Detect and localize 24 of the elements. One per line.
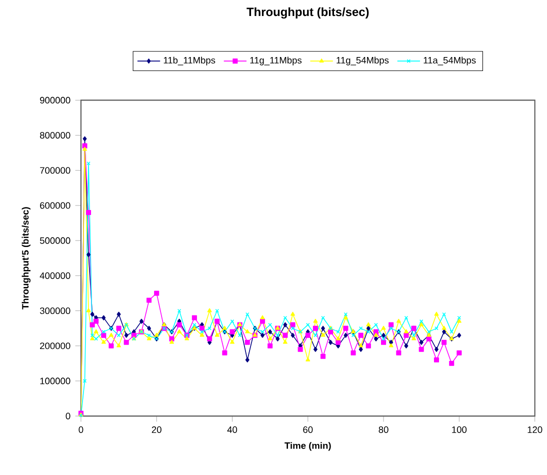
legend-label: 11g_54Mbps — [336, 56, 389, 66]
y-tick-label: 300000 — [40, 307, 70, 314]
chart-title: Throughput (bits/sec) — [246, 7, 369, 18]
y-tick-label: 700000 — [40, 167, 70, 174]
y-tick-label: 400000 — [40, 272, 70, 279]
y-tick-label: 200000 — [40, 342, 70, 350]
legend-label: 11g_11Mbps — [250, 56, 302, 66]
x-axis-title: Time (min) — [284, 442, 331, 451]
legend-label: 11a_54Mbps — [424, 56, 476, 66]
y-tick-label: 900000 — [40, 96, 70, 104]
x-tick-label: 80 — [378, 426, 388, 433]
x-tick-label: 0 — [78, 426, 84, 433]
x-tick-label: 20 — [152, 426, 162, 433]
y-tick-label: 800000 — [40, 132, 70, 139]
y-axis-title: Throughput'5 (bits/sec) — [22, 207, 31, 310]
y-tick-label: 600000 — [40, 202, 70, 209]
y-tick-label: 0 — [66, 412, 70, 420]
legend-label: 11b_11Mbps — [164, 56, 216, 66]
x-tick-label: 40 — [227, 426, 238, 433]
x-tick-label: 100 — [452, 426, 467, 433]
y-tick-label: 500000 — [40, 237, 70, 244]
y-tick-label: 100000 — [40, 378, 70, 384]
x-tick-label: 120 — [528, 426, 542, 433]
x-tick-label: 60 — [303, 426, 313, 433]
